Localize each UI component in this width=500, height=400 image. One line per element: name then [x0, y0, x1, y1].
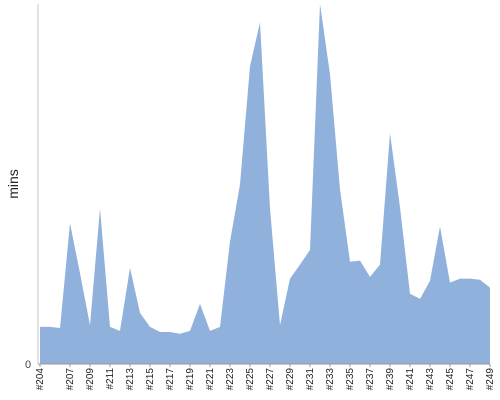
- y-tick-label-zero: 0: [25, 359, 31, 371]
- x-tick-label: #243: [425, 368, 436, 391]
- x-tick-label: #231: [305, 368, 316, 391]
- x-tick-label: #207: [65, 368, 76, 391]
- x-tick-label: #211: [105, 368, 116, 390]
- x-tick-label: #213: [125, 368, 136, 391]
- x-tick-label: #239: [385, 368, 396, 391]
- y-axis-title: mins: [5, 169, 21, 199]
- x-tick-label: #219: [185, 368, 196, 391]
- x-tick-label: #225: [245, 368, 256, 391]
- area-series: [40, 4, 490, 364]
- x-tick-label: #221: [205, 368, 216, 391]
- x-tick-label: #247: [465, 368, 476, 391]
- x-tick-label: #215: [145, 368, 156, 391]
- x-tick-label: #245: [445, 368, 456, 391]
- area-layer: [40, 4, 490, 364]
- x-tick-label: #237: [365, 368, 376, 391]
- x-tick-label: #249: [485, 368, 496, 391]
- x-tick-label: #204: [35, 368, 46, 391]
- x-tick-label: #227: [265, 368, 276, 391]
- x-tick-label: #209: [85, 368, 96, 391]
- x-tick-label: #223: [225, 368, 236, 391]
- x-tick-label: #233: [325, 368, 336, 391]
- x-tick-label: #235: [345, 368, 356, 391]
- x-tick-label: #217: [165, 368, 176, 391]
- x-tick-label: #229: [285, 368, 296, 391]
- x-tick-labels: #204 #207 #209 #211 #213 #215 #217 #219 #221 #223…: [35, 364, 496, 390]
- x-tick-label: #241: [405, 368, 416, 391]
